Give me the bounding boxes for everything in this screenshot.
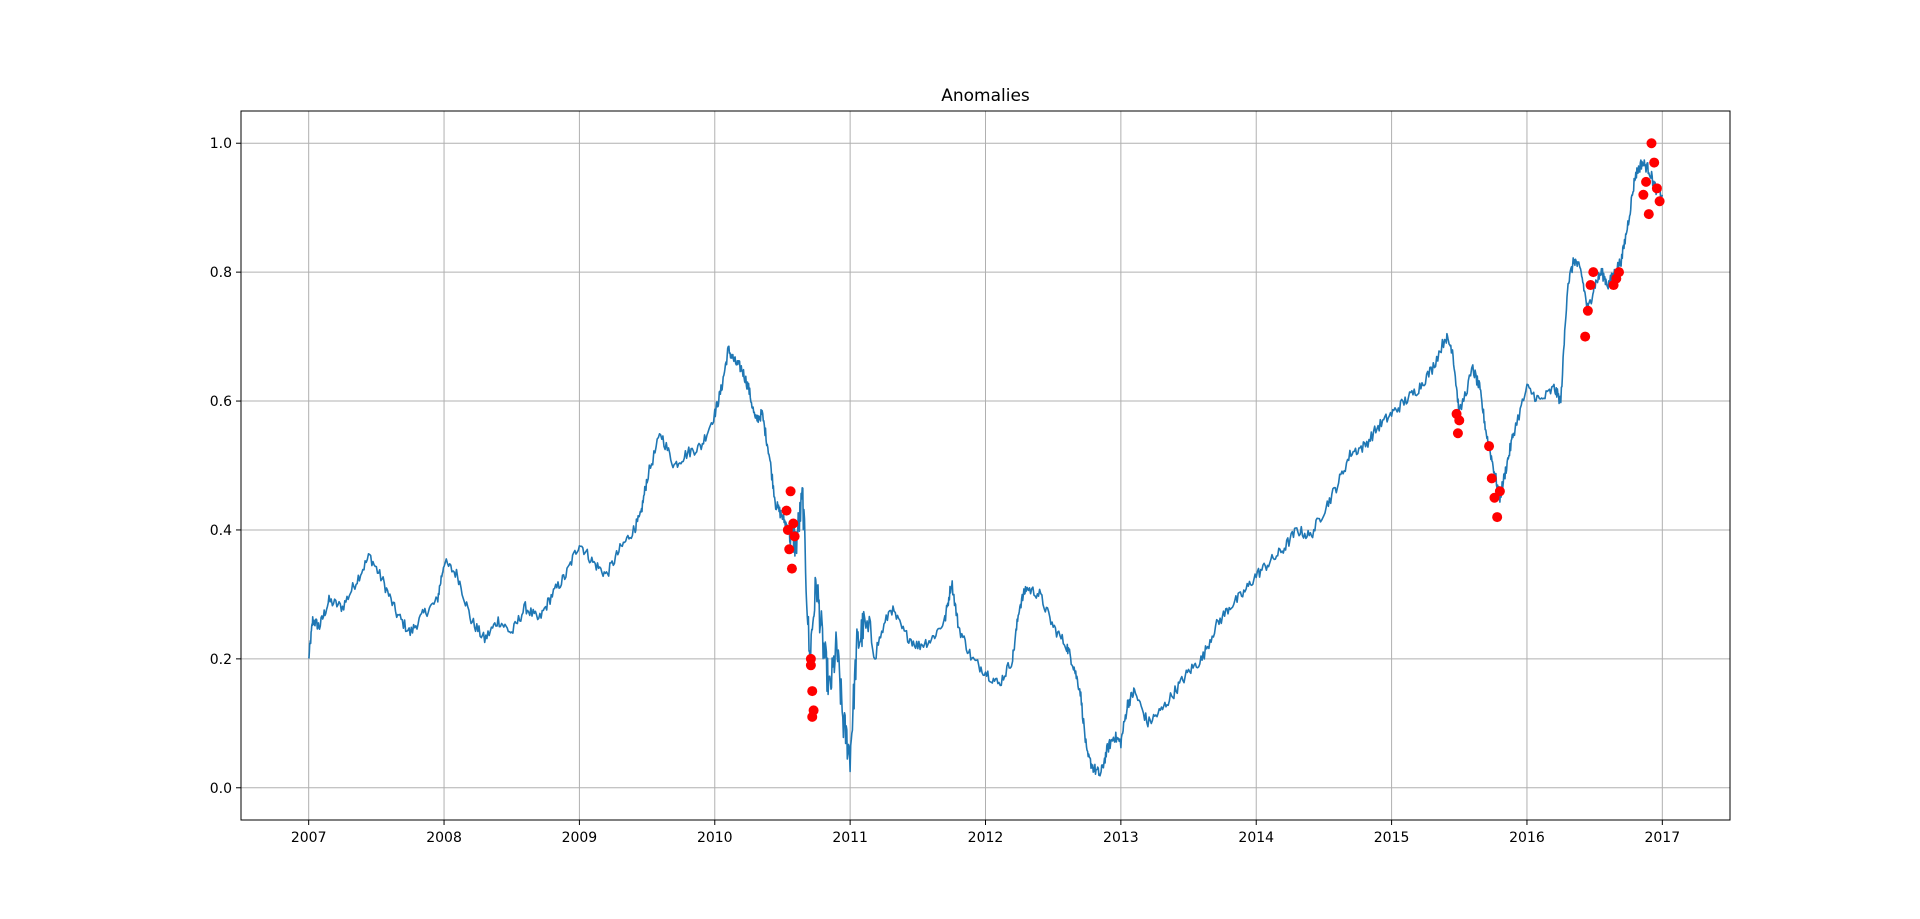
anomaly-point [1585, 280, 1596, 291]
y-tick-label: 1.0 [210, 136, 232, 152]
anomaly-point [807, 711, 818, 722]
x-tick-label: 2011 [832, 830, 868, 846]
ticks: 2007 2008 2009 2010 2011 2012 2013 2014 2015 2016… [210, 136, 1680, 846]
x-tick-label: 2014 [1238, 830, 1274, 846]
anomaly-point [1494, 486, 1505, 497]
anomaly-point [1486, 473, 1497, 484]
x-tick-label: 2010 [697, 830, 733, 846]
anomaly-point [781, 505, 792, 516]
x-tick-label: 2015 [1374, 830, 1410, 846]
anomaly-point [1454, 415, 1465, 426]
grid [241, 111, 1730, 820]
anomaly-point [786, 563, 797, 574]
anomaly-point [1651, 183, 1662, 194]
anomaly-point [807, 686, 818, 697]
series-layer [307, 138, 1665, 777]
anomaly-point [1654, 196, 1665, 207]
y-tick-label: 0.0 [210, 781, 232, 797]
anomaly-point [805, 660, 816, 671]
y-tick-label: 0.2 [210, 652, 232, 668]
anomaly-point [1638, 189, 1649, 200]
anomaly-point [1452, 428, 1463, 439]
anomaly-point [1492, 512, 1503, 523]
x-tick-label: 2012 [968, 830, 1004, 846]
anomaly-point [1580, 331, 1591, 342]
anomaly-point [1643, 209, 1654, 220]
anomaly-point [1588, 267, 1599, 278]
anomaly-point [1582, 305, 1593, 316]
anomaly-point [1614, 267, 1625, 278]
anomaly-point [788, 518, 799, 529]
anomaly-point [1641, 176, 1652, 187]
anomaly-point [1646, 138, 1657, 149]
x-tick-label: 2016 [1509, 830, 1545, 846]
x-tick-label: 2007 [291, 830, 327, 846]
chart-title: Anomalies [941, 86, 1030, 106]
y-tick-label: 0.6 [210, 394, 232, 410]
x-tick-label: 2009 [562, 830, 598, 846]
y-tick-label: 0.4 [210, 523, 232, 539]
anomaly-point [1484, 441, 1495, 452]
x-tick-label: 2013 [1103, 830, 1139, 846]
y-tick-label: 0.8 [210, 265, 232, 281]
anomaly-point [785, 486, 796, 497]
x-tick-label: 2017 [1644, 830, 1680, 846]
x-tick-label: 2008 [426, 830, 462, 846]
price-series-line [307, 159, 1664, 777]
anomaly-point [1649, 157, 1660, 168]
anomaly-point [789, 531, 800, 542]
anomaly-point [784, 544, 795, 555]
